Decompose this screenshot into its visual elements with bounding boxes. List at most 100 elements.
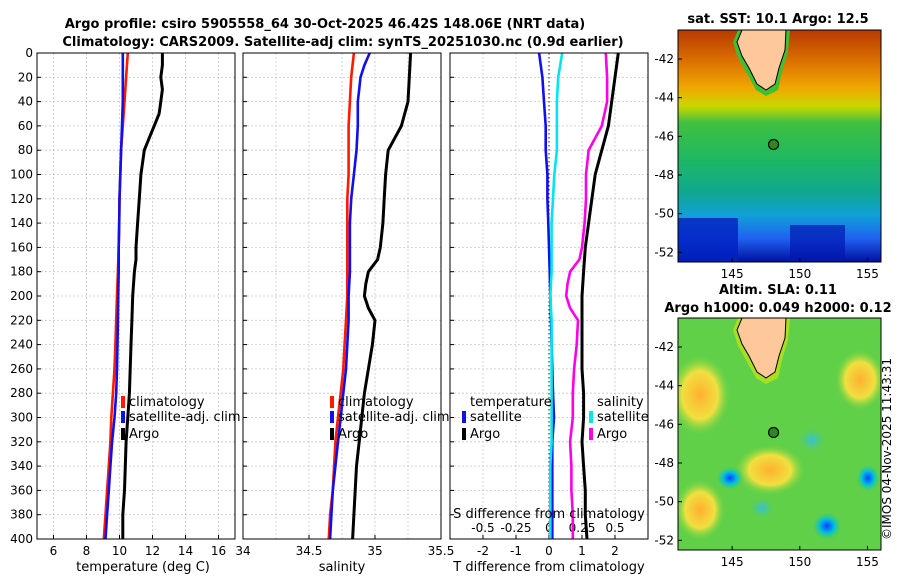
- tick-label-y: 160: [10, 240, 33, 254]
- tick-label-x2: 0.5: [605, 521, 624, 535]
- map-tick-label-y: -46: [654, 129, 674, 143]
- legend-title-temperature: temperature: [470, 395, 552, 410]
- series-line-temperature-argo: [580, 52, 620, 540]
- tick-label-x: 14: [178, 544, 193, 558]
- series-line-salinity-argo: [564, 52, 609, 539]
- difference-legend: temperature satellite Argo salinity sate…: [462, 395, 649, 442]
- sla-high-anomaly: [678, 480, 725, 540]
- map-tick-label-y: -50: [654, 495, 674, 509]
- sst-land-tasmania: [736, 30, 787, 91]
- tick-label-y: 100: [10, 168, 33, 182]
- plot-frame: [36, 52, 236, 540]
- tick-label-y: 360: [10, 483, 33, 497]
- map-tick-label-y: -52: [654, 533, 674, 547]
- legend-label-temp-argo: Argo: [470, 427, 500, 442]
- legend-label-sal-satellite: satellite: [597, 410, 649, 425]
- legend-swatch-sal-satellite: [589, 411, 593, 423]
- map-tick-label-y: -48: [654, 456, 674, 470]
- legend-swatch-climatology: [121, 396, 125, 408]
- temperature-legend: climatology satellite-adj. clim Argo: [121, 395, 241, 442]
- series-line-salinity-satellite: [548, 52, 564, 539]
- legend-swatch-satellite: [330, 411, 334, 423]
- sst-map-title: sat. SST: 10.1 Argo: 12.5: [687, 12, 868, 27]
- legend-label-sal-argo: Argo: [597, 427, 627, 442]
- tick-label-x: 2: [611, 544, 619, 558]
- sla-low-anomaly: [748, 496, 776, 520]
- legend-label-climatology: climatology: [129, 395, 205, 410]
- sla-argo-marker: [767, 426, 780, 439]
- tick-label-x: -1: [510, 544, 522, 558]
- map-tick-label-y: -44: [654, 379, 674, 393]
- sst-map: [677, 29, 882, 263]
- salinity-xlabel: salinity: [319, 560, 366, 575]
- tick-label-y: 120: [10, 192, 33, 206]
- legend-swatch-satellite: [121, 411, 125, 423]
- tick-label-x: 8: [83, 544, 91, 558]
- tick-label-y: 60: [18, 119, 33, 133]
- tick-label-x: 10: [112, 544, 127, 558]
- tick-label-x2: 0.25: [569, 521, 596, 535]
- legend-swatch-climatology: [330, 396, 334, 408]
- legend-title-salinity: salinity: [597, 395, 644, 410]
- tick-label-y: 0: [25, 46, 33, 60]
- map-tick-label-x: 155: [856, 555, 879, 569]
- tick-label-y: 180: [10, 265, 33, 279]
- sla-map-title-line2: Argo h1000: 0.049 h2000: 0.12: [664, 301, 891, 316]
- sla-low-anomaly: [716, 466, 744, 490]
- tick-label-x: 0: [545, 544, 553, 558]
- series-line-satellite-adj-clim: [104, 53, 125, 540]
- tick-label-y: 240: [10, 338, 33, 352]
- map-tick-label-x: 150: [788, 267, 811, 281]
- imos-timestamp: ©IMOS 04-Nov-2025 11:43:31: [880, 358, 894, 540]
- tick-label-y: 260: [10, 362, 33, 376]
- plot-frame: [242, 52, 442, 540]
- legend-label-climatology: climatology: [338, 395, 414, 410]
- sst-map-frame: [677, 29, 882, 263]
- legend-swatch-sal-argo: [589, 428, 593, 440]
- tick-label-y: 340: [10, 459, 33, 473]
- tick-label-y: 20: [18, 70, 33, 84]
- sla-land-tasmania: [736, 318, 787, 379]
- tick-label-x2: -0.5: [471, 521, 494, 535]
- map-tick-label-x: 155: [856, 267, 879, 281]
- tick-label-y: 280: [10, 386, 33, 400]
- sla-low-anomaly: [856, 464, 880, 492]
- tick-label-y: 220: [10, 313, 33, 327]
- tick-label-x: 34.5: [296, 544, 323, 558]
- series-line-argo: [351, 52, 413, 540]
- series-line-satellite-adj-clim: [328, 52, 371, 540]
- sla-low-anomaly: [796, 426, 828, 454]
- salinity-legend: climatology satellite-adj. clim Argo: [330, 395, 450, 442]
- tick-label-x: 34: [235, 544, 250, 558]
- tick-label-y: 400: [10, 532, 33, 546]
- salinity-panel: 34 34.5 35 35.5: [235, 52, 455, 558]
- legend-label-satellite: satellite-adj. clim: [338, 410, 450, 425]
- figure-title-line1: Argo profile: csiro 5905558_64 30-Oct-20…: [65, 17, 586, 32]
- tick-label-x: 1: [578, 544, 586, 558]
- sla-high-anomaly: [678, 355, 730, 435]
- sla-high-anomaly: [735, 445, 805, 495]
- sla-map: [677, 317, 882, 551]
- tick-label-x: 16: [211, 544, 226, 558]
- legend-swatch-argo: [121, 428, 125, 440]
- map-tick-label-y: -52: [654, 245, 674, 259]
- sst-cold-patch: [678, 218, 738, 262]
- tick-label-y: 140: [10, 216, 33, 230]
- tick-label-x: 35: [367, 544, 382, 558]
- temperature-xlabel: temperature (deg C): [76, 560, 210, 575]
- series-line-climatology: [327, 52, 356, 540]
- tick-label-x: 6: [50, 544, 58, 558]
- tick-label-y: 200: [10, 289, 33, 303]
- tick-label-y: 380: [10, 508, 33, 522]
- difference-panel: -2 -1 0 1 2-0.5 -0.25 0 0.25 0.5: [449, 52, 649, 558]
- tick-label-y: 40: [18, 95, 33, 109]
- tick-label-x: 35.5: [428, 544, 455, 558]
- difference-xlabel: T difference from climatology: [452, 560, 645, 575]
- plot-frame: [449, 52, 649, 540]
- map-ticks: 145 150 155 -42 -44 -46 -48 -50 -52 145 150 155 -42 -…: [654, 52, 879, 569]
- map-tick-label-y: -42: [654, 340, 674, 354]
- difference-x2label: S difference from climatology: [453, 507, 645, 522]
- sla-map-frame: [677, 317, 882, 551]
- sst-cold-patch: [790, 225, 845, 262]
- map-tick-label-y: -42: [654, 52, 674, 66]
